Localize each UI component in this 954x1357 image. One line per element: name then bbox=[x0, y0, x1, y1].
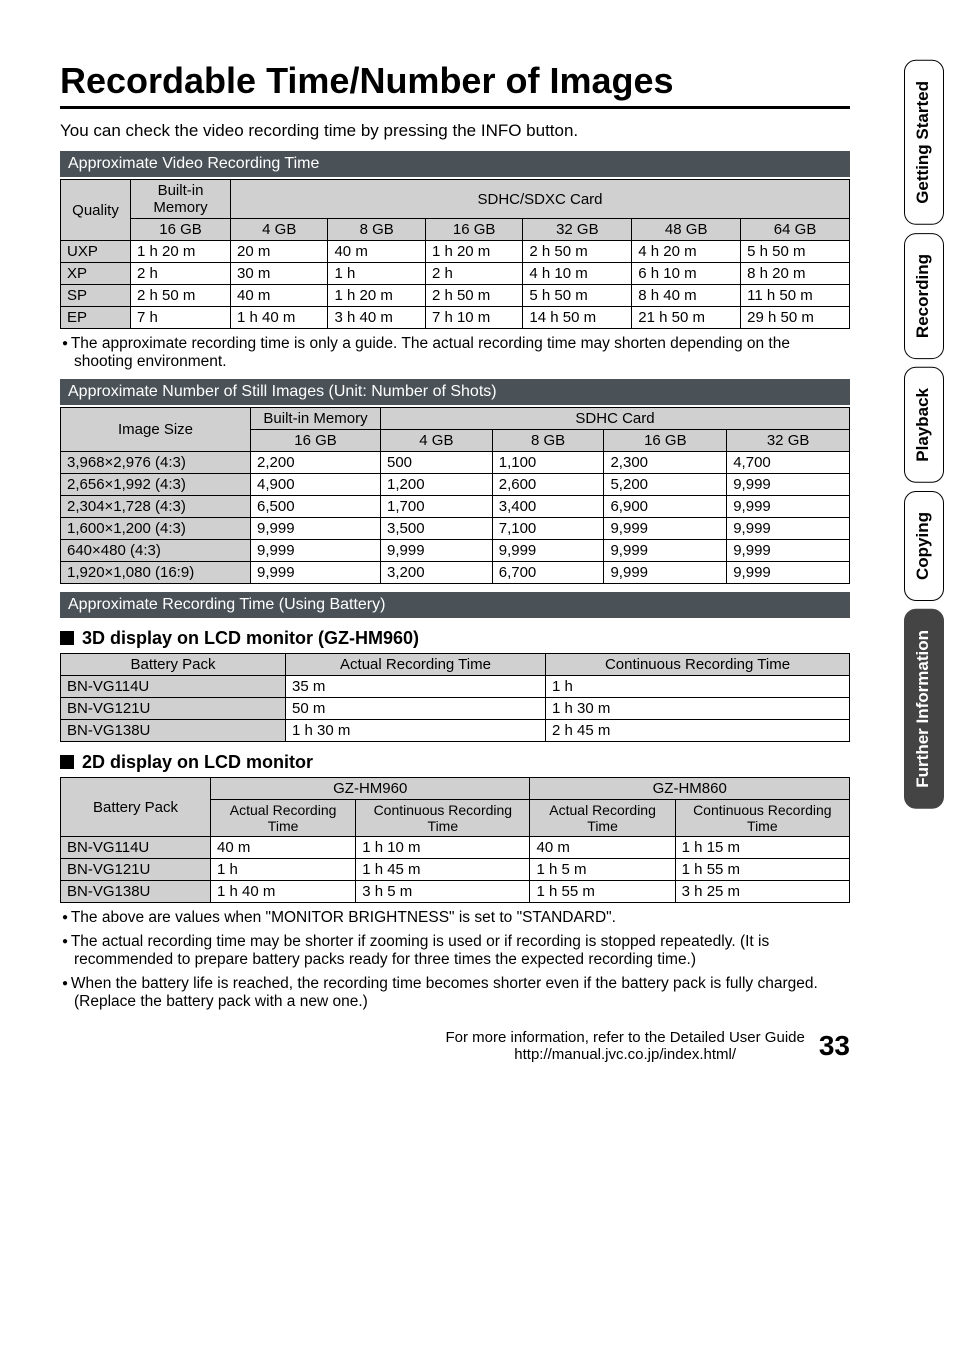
sidebar-tab[interactable]: Getting Started bbox=[904, 60, 944, 225]
still-section-header: Approximate Number of Still Images (Unit… bbox=[60, 379, 850, 405]
battery-section-header: Approximate Recording Time (Using Batter… bbox=[60, 592, 850, 618]
sidebar-nav: Getting Started Recording Playback Copying F… bbox=[904, 60, 944, 808]
three-d-subhead: 3D display on LCD monitor (GZ-HM960) bbox=[60, 628, 850, 649]
page-title: Recordable Time/Number of Images bbox=[60, 60, 850, 109]
battery-note: The above are values when "MONITOR BRIGH… bbox=[74, 909, 850, 927]
sidebar-tab[interactable]: Copying bbox=[904, 491, 944, 601]
video-section-header: Approximate Video Recording Time bbox=[60, 151, 850, 177]
sidebar-tab[interactable]: Further Information bbox=[904, 609, 944, 809]
battery-note: The actual recording time may be shorter… bbox=[74, 933, 850, 969]
video-time-table: QualityBuilt-in MemorySDHC/SDXC Card16 G… bbox=[60, 179, 850, 329]
video-note: The approximate recording time is only a… bbox=[74, 335, 850, 371]
sidebar-tab[interactable]: Playback bbox=[904, 367, 944, 483]
battery-note: When the battery life is reached, the re… bbox=[74, 975, 850, 1011]
two-d-table: Battery PackGZ-HM960GZ-HM860Actual Recor… bbox=[60, 777, 850, 903]
three-d-table: Battery PackActual Recording TimeContinu… bbox=[60, 653, 850, 742]
sidebar-tab[interactable]: Recording bbox=[904, 233, 944, 359]
intro-text: You can check the video recording time b… bbox=[60, 121, 850, 141]
page-number: 33 bbox=[819, 1030, 850, 1062]
still-images-table: Image SizeBuilt-in MemorySDHC Card16 GB4… bbox=[60, 407, 850, 584]
footer-line1: For more information, refer to the Detai… bbox=[446, 1029, 805, 1046]
footer-line2: http://manual.jvc.co.jp/index.html/ bbox=[446, 1046, 805, 1063]
two-d-subhead: 2D display on LCD monitor bbox=[60, 752, 850, 773]
page-footer: For more information, refer to the Detai… bbox=[60, 1029, 850, 1063]
